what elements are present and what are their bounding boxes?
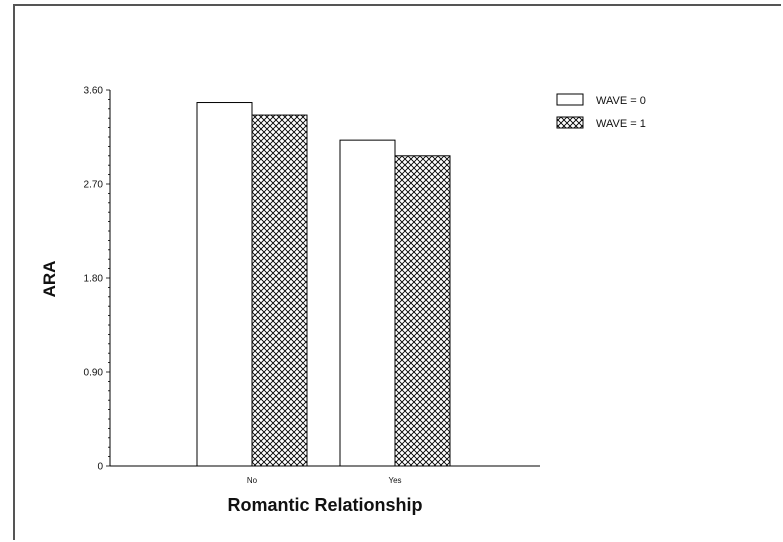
- y-tick-label: 3.60: [84, 86, 104, 97]
- legend-label: WAVE = 0: [596, 95, 646, 107]
- legend-label: WAVE = 1: [596, 118, 646, 130]
- y-tick-label: 1.80: [84, 274, 104, 285]
- y-axis-title: ARA: [40, 261, 59, 298]
- chart-frame: [13, 4, 781, 540]
- legend-swatch: [556, 93, 584, 106]
- x-axis-title: Romantic Relationship: [227, 495, 422, 515]
- bar-no-series-1: [251, 114, 308, 467]
- y-tick-label: 2.70: [84, 180, 104, 191]
- y-tick-label: 0.90: [84, 368, 104, 379]
- x-tick-label: Yes: [388, 476, 401, 485]
- legend-swatch: [556, 116, 584, 129]
- legend: WAVE = 0 WAVE = 1: [556, 93, 646, 130]
- labels: 0 0.90 1.80 2.70 3.60 No Yes Romantic Relations…: [40, 86, 423, 516]
- bar-yes-series-1: [394, 155, 451, 467]
- x-tick-label: No: [247, 476, 258, 485]
- bars: [196, 102, 451, 467]
- y-tick-label: 0: [97, 462, 103, 473]
- bar-no-series-0: [196, 102, 253, 467]
- axes: [106, 89, 540, 467]
- bar-yes-series-0: [339, 139, 396, 467]
